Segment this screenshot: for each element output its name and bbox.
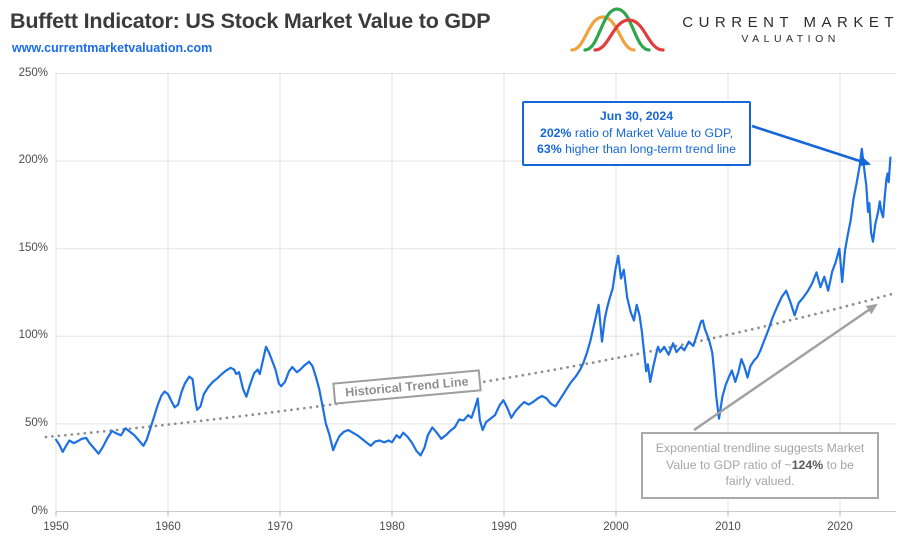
x-axis-tick-label: 1980	[379, 521, 405, 533]
x-axis-tick-label: 1950	[43, 521, 69, 533]
callout-trend-diff-line: 63% higher than long-term trend line	[537, 142, 736, 156]
latest-value-callout: Jun 30, 2024 202% ratio of Market Value …	[522, 101, 751, 166]
y-axis-tick-label: 150%	[18, 241, 48, 254]
current-market-valuation-logo: CURRENT MARKET VALUATION	[570, 4, 899, 54]
x-axis-tick-label: 1970	[267, 521, 293, 533]
x-axis-tick-label: 1990	[491, 521, 517, 533]
latest-point-arrow-blue	[751, 124, 871, 166]
y-axis-tick-label: 50%	[24, 416, 48, 429]
market-value-to-gdp-line	[54, 147, 892, 457]
site-url-link[interactable]: www.currentmarketvaluation.com	[12, 41, 213, 55]
exponential-trend-dotted-line	[44, 292, 896, 439]
bell-curves-icon	[570, 7, 665, 52]
x-axis-tick-label: 1960	[155, 521, 181, 533]
logo-line2: VALUATION	[741, 32, 840, 45]
logo-line1: CURRENT MARKET	[682, 13, 899, 31]
gridlines	[55, 73, 896, 517]
y-axis-tick-label: 100%	[18, 329, 48, 342]
x-axis-tick-label: 2000	[603, 521, 629, 533]
y-axis-tick-label: 250%	[18, 66, 48, 79]
callout-ratio-line: 202% ratio of Market Value to GDP,	[540, 125, 733, 140]
page-title: Buffett Indicator: US Stock Market Value…	[10, 9, 491, 33]
y-axis-tick-label: 200%	[18, 154, 48, 167]
trend-callout-arrow-gray	[693, 303, 878, 431]
logo-wordmark: CURRENT MARKET VALUATION	[682, 14, 899, 45]
fair-value-callout: Exponential trendline suggests Market Va…	[641, 432, 879, 499]
y-axis-tick-label: 0%	[31, 504, 48, 517]
x-axis-tick-label: 2020	[827, 521, 853, 533]
callout-date: Jun 30, 2024	[599, 109, 674, 123]
x-axis-tick-label: 2010	[715, 521, 741, 533]
